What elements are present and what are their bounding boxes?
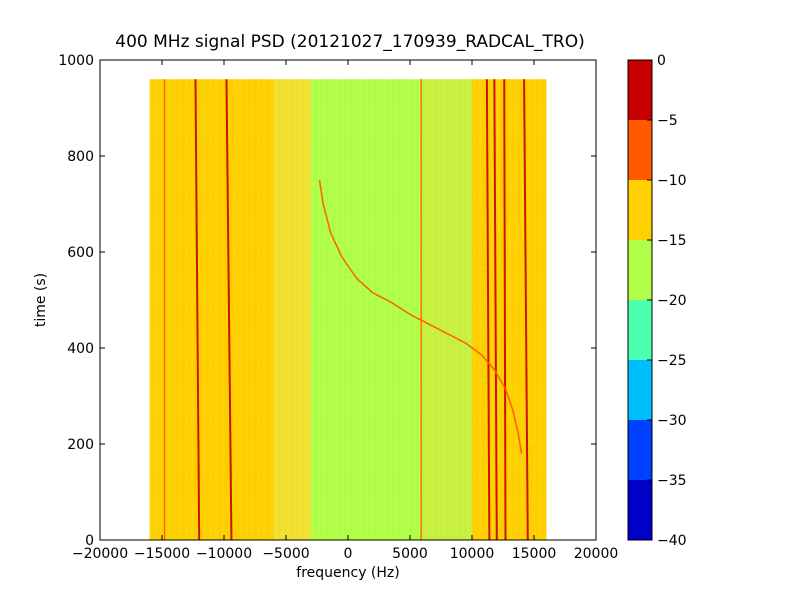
colorbar-tick-label: −35: [657, 473, 687, 489]
colorbar-tick-label: −30: [657, 413, 687, 429]
x-tick-label: 20000: [574, 546, 619, 562]
colorbar-tick-label: −25: [657, 353, 687, 369]
x-axis-label: frequency (Hz): [296, 565, 399, 581]
signal-line: [225, 79, 233, 540]
y-tick-label: 800: [67, 149, 94, 165]
heatmap-texture: [149, 79, 547, 540]
signal-line: [523, 79, 529, 540]
doppler-trace-layer: [318, 179, 523, 454]
signal-line: [485, 79, 491, 540]
y-tick-label: 600: [67, 245, 94, 261]
colorbar-level: [628, 240, 652, 300]
colorbar-tick-label: 0: [657, 53, 666, 69]
colorbar-level: [628, 120, 652, 180]
colorbar-level: [628, 420, 652, 480]
x-tick-label: 5000: [392, 546, 428, 562]
signal-lines: [163, 79, 529, 540]
chart-title: 400 MHz signal PSD (20121027_170939_RADC…: [115, 32, 584, 52]
colorbar-tick-label: −5: [657, 113, 678, 129]
x-tick-label: −10000: [196, 546, 252, 562]
colorbar-tick-label: −40: [657, 533, 687, 549]
colorbar-level: [628, 60, 652, 120]
x-tick-label: 0: [344, 546, 353, 562]
signal-line: [493, 79, 498, 540]
colorbar-level: [628, 180, 652, 240]
x-tick-label: 15000: [512, 546, 557, 562]
y-axis-label: time (s): [33, 273, 49, 327]
colorbar-tick-label: −15: [657, 233, 687, 249]
doppler-trace: [318, 179, 523, 454]
signal-line: [503, 79, 507, 540]
x-tick-label: −5000: [262, 546, 309, 562]
x-tick-label: 10000: [450, 546, 495, 562]
x-tick-label: −20000: [72, 546, 128, 562]
colorbar-tick-label: −20: [657, 293, 687, 309]
heatmap-bands: [149, 79, 547, 540]
colorbar-ticks: 0 −5 −10 −15 −20 −25 −30 −35 −40: [647, 53, 687, 549]
signal-line: [194, 79, 201, 540]
plot-area: [99, 59, 597, 541]
y-tick-label: 0: [85, 533, 94, 549]
y-tick-label: 400: [67, 341, 94, 357]
y-axis-ticks: 0 200 400 600 800 1000: [58, 53, 596, 549]
colorbar-level: [628, 360, 652, 420]
x-tick-label: −15000: [134, 546, 190, 562]
colorbar-levels: [628, 60, 652, 540]
colorbar: 0 −5 −10 −15 −20 −25 −30 −35 −40: [627, 53, 687, 549]
y-tick-label: 1000: [58, 53, 94, 69]
x-axis-ticks: −20000 −15000 −10000 −5000 0 5000 10000 15000 20…: [72, 60, 618, 562]
colorbar-tick-label: −10: [657, 173, 687, 189]
colorbar-level: [628, 300, 652, 360]
y-tick-label: 200: [67, 437, 94, 453]
colorbar-level: [628, 480, 652, 540]
